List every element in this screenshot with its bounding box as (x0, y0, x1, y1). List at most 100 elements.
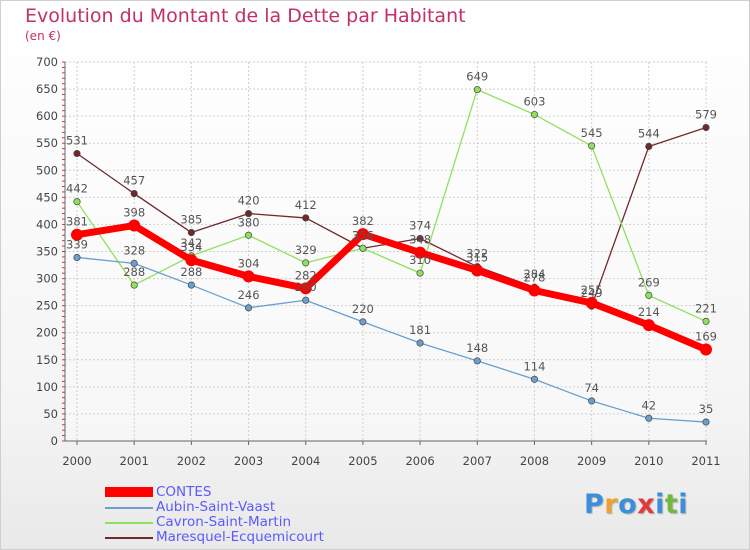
chart-title: Evolution du Montant de la Dette par Hab… (25, 5, 466, 27)
data-label: 579 (695, 108, 717, 122)
data-point (71, 228, 83, 241)
data-label: 310 (409, 253, 431, 267)
data-point (471, 264, 484, 277)
data-point (244, 231, 253, 239)
x-tick-label: 2001 (120, 454, 149, 468)
x-tick-label: 2011 (691, 454, 720, 468)
series-line-2 (76, 88, 707, 322)
data-label: 35 (699, 402, 714, 416)
data-point (414, 246, 427, 259)
data-point (244, 304, 253, 312)
x-tick-label: 2005 (348, 454, 377, 468)
y-tick-label: 400 (36, 217, 58, 231)
data-point (130, 281, 138, 289)
data-label: 385 (180, 213, 202, 227)
y-tick-label: 650 (36, 82, 58, 96)
data-label: 304 (238, 256, 260, 270)
data-label: 214 (638, 305, 660, 319)
data-point (302, 259, 310, 267)
logo-letter: x (637, 489, 656, 520)
data-point (242, 270, 255, 283)
y-tick-label: 600 (36, 109, 58, 123)
data-label: 545 (581, 126, 603, 140)
data-label: 322 (466, 247, 488, 261)
data-label: 412 (295, 198, 317, 212)
data-point (185, 254, 198, 267)
y-tick-label: 700 (36, 55, 58, 69)
data-point (702, 317, 710, 325)
data-label: 329 (295, 243, 317, 257)
x-tick-label: 2009 (577, 454, 606, 468)
legend-swatch-maresquel (105, 530, 153, 545)
data-label: 74 (584, 381, 599, 395)
data-point (187, 281, 195, 289)
data-point (473, 86, 481, 94)
data-point (528, 284, 541, 297)
y-tick-label: 200 (36, 326, 58, 340)
data-point (359, 244, 367, 252)
data-label: 169 (695, 329, 717, 343)
x-tick-label: 2007 (463, 454, 492, 468)
data-label: 221 (695, 301, 717, 315)
data-label: 649 (466, 70, 488, 84)
y-tick-label: 550 (36, 136, 58, 150)
x-tick-label: 2008 (520, 454, 549, 468)
data-label: 249 (581, 286, 603, 300)
data-label: 328 (123, 243, 145, 257)
data-label: 603 (523, 95, 545, 109)
y-tick-label: 500 (36, 163, 58, 177)
data-point (645, 414, 653, 422)
data-label: 420 (238, 194, 260, 208)
data-point (73, 253, 81, 262)
data-point (702, 418, 710, 426)
chart-subtitle: (en €) (25, 29, 61, 43)
data-label: 181 (409, 323, 431, 337)
y-tick-label: 250 (36, 299, 58, 313)
data-point (530, 110, 539, 119)
data-point (130, 190, 138, 198)
data-label: 260 (295, 280, 317, 294)
data-label: 442 (66, 182, 88, 196)
y-tick-label: 350 (36, 245, 58, 259)
data-point (356, 228, 369, 241)
data-label: 278 (523, 270, 545, 284)
data-label: 282 (295, 268, 317, 282)
data-label: 531 (66, 134, 88, 148)
y-tick-label: 50 (43, 407, 58, 421)
legend-swatch-contes (105, 485, 153, 500)
y-tick-label: 300 (36, 272, 58, 286)
data-label: 284 (523, 267, 545, 281)
data-label: 544 (638, 126, 660, 140)
x-tick-label: 2004 (291, 454, 320, 468)
legend-label-cavron: Cavron-Saint-Martin (156, 514, 292, 530)
logo-letter: i (655, 489, 665, 520)
data-label: 457 (123, 174, 145, 188)
logo-letter: P (584, 489, 605, 520)
y-tick-label: 450 (36, 190, 58, 204)
logo-letter: i (678, 489, 689, 520)
data-label: 342 (180, 236, 202, 250)
data-point (642, 319, 655, 332)
legend-label-contes: CONTES (156, 484, 212, 500)
data-point (244, 210, 253, 218)
data-label: 356 (352, 228, 374, 242)
x-tick-label: 2006 (405, 454, 434, 468)
data-point (302, 214, 310, 222)
data-label: 255 (581, 283, 603, 297)
legend-label-aubin: Aubin-Saint-Vaast (156, 499, 276, 515)
data-point (473, 357, 481, 365)
data-point (585, 296, 598, 309)
data-label: 339 (66, 237, 88, 251)
data-point (73, 198, 81, 206)
data-point (299, 282, 312, 295)
data-point (130, 259, 138, 267)
data-label: 374 (409, 219, 431, 233)
data-point (588, 397, 596, 405)
x-tick-label: 2000 (62, 454, 91, 468)
data-label: 246 (238, 288, 260, 302)
data-label: 315 (466, 250, 488, 264)
series-line-1 (76, 256, 707, 423)
data-point (302, 296, 310, 304)
